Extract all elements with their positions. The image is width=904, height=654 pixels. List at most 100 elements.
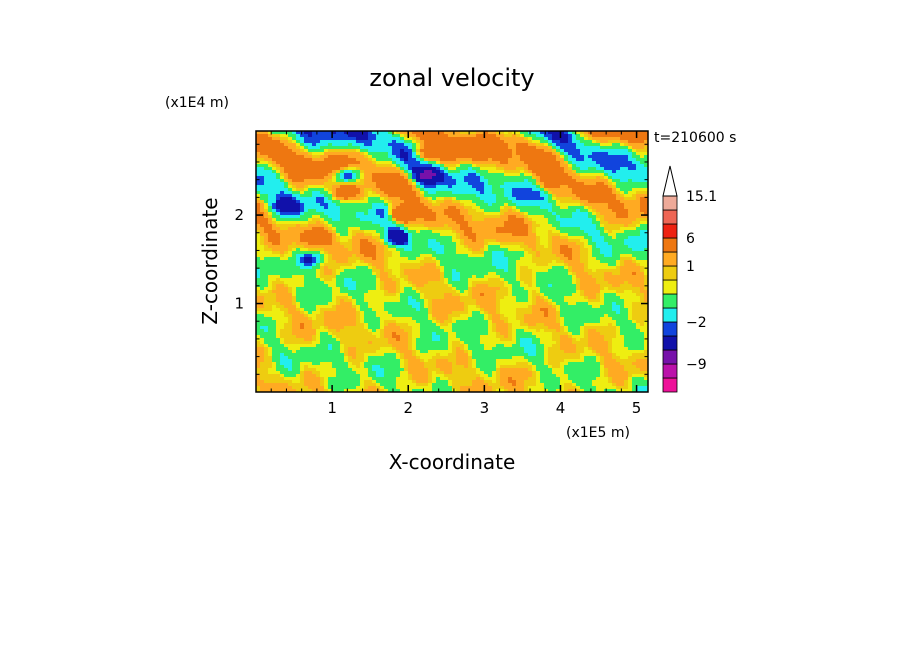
field-cell xyxy=(620,173,625,177)
field-cell xyxy=(400,236,405,240)
field-cell xyxy=(448,248,453,252)
field-cell xyxy=(296,275,301,279)
field-cell xyxy=(628,215,633,219)
field-cell xyxy=(416,242,421,246)
field-cell xyxy=(536,146,541,150)
field-cell xyxy=(612,263,617,267)
field-cell xyxy=(480,248,485,252)
field-cell xyxy=(360,185,365,189)
field-cell xyxy=(380,167,385,171)
field-cell xyxy=(528,155,533,159)
field-cell xyxy=(596,248,601,252)
field-cell xyxy=(608,251,613,255)
field-cell xyxy=(396,164,401,168)
field-cell xyxy=(368,251,373,255)
field-cell xyxy=(268,227,273,231)
field-cell xyxy=(576,161,581,165)
field-cell xyxy=(288,257,293,261)
field-cell xyxy=(264,278,269,282)
field-cell xyxy=(272,254,277,258)
field-cell xyxy=(536,257,541,261)
field-cell xyxy=(588,227,593,231)
field-cell xyxy=(548,164,553,168)
field-cell xyxy=(436,254,441,258)
field-cell xyxy=(348,263,353,267)
field-cell xyxy=(600,242,605,246)
field-cell xyxy=(536,218,541,222)
field-cell xyxy=(580,233,585,237)
field-cell xyxy=(480,206,485,210)
field-cell xyxy=(556,203,561,207)
field-cell xyxy=(480,269,485,273)
field-cell xyxy=(468,194,473,198)
field-cell xyxy=(628,146,633,150)
field-cell xyxy=(520,209,525,213)
field-cell xyxy=(344,131,349,135)
field-cell xyxy=(460,131,465,135)
field-cell xyxy=(472,131,477,135)
field-cell xyxy=(344,212,349,216)
field-cell xyxy=(408,263,413,267)
field-cell xyxy=(488,245,493,249)
field-cell xyxy=(424,137,429,141)
field-cell xyxy=(536,152,541,156)
field-cell xyxy=(536,158,541,162)
field-cell xyxy=(352,206,357,210)
field-cell xyxy=(568,170,573,174)
field-cell xyxy=(424,206,429,210)
field-cell xyxy=(576,173,581,177)
field-cell xyxy=(256,155,261,159)
field-cell xyxy=(328,146,333,150)
field-cell xyxy=(460,272,465,276)
field-cell xyxy=(484,227,489,231)
field-cell xyxy=(464,263,469,267)
field-cell xyxy=(536,269,541,273)
field-cell xyxy=(300,230,305,234)
field-cell xyxy=(636,233,641,237)
field-cell xyxy=(484,176,489,180)
field-cell xyxy=(568,245,573,249)
field-cell xyxy=(512,278,517,282)
field-cell xyxy=(428,161,433,165)
field-cell xyxy=(320,206,325,210)
field-cell xyxy=(448,164,453,168)
field-cell xyxy=(600,260,605,264)
field-cell xyxy=(564,242,569,246)
field-cell xyxy=(456,170,461,174)
field-cell xyxy=(452,197,457,201)
field-cell xyxy=(372,203,377,207)
field-cell xyxy=(584,134,589,138)
field-cell xyxy=(564,137,569,141)
field-cell xyxy=(276,245,281,249)
field-cell xyxy=(468,275,473,279)
field-cell xyxy=(336,215,341,219)
field-cell xyxy=(372,209,377,213)
field-cell xyxy=(568,197,573,201)
field-cell xyxy=(624,179,629,183)
field-cell xyxy=(336,242,341,246)
field-cell xyxy=(424,134,429,138)
field-cell xyxy=(628,149,633,153)
field-cell xyxy=(276,281,281,285)
field-cell xyxy=(544,251,549,255)
field-cell xyxy=(448,278,453,282)
field-cell xyxy=(316,251,321,255)
field-cell xyxy=(472,194,477,198)
field-cell xyxy=(616,164,621,168)
field-cell xyxy=(616,248,621,252)
field-cell xyxy=(480,140,485,144)
field-cell xyxy=(260,170,265,174)
field-cell xyxy=(308,167,313,171)
field-cell xyxy=(596,224,601,228)
field-cell xyxy=(456,269,461,273)
field-cell xyxy=(416,173,421,177)
field-cell xyxy=(456,158,461,162)
field-cell xyxy=(516,221,521,225)
field-cell xyxy=(604,176,609,180)
field-cell xyxy=(452,185,457,189)
field-cell xyxy=(272,164,277,168)
field-cell xyxy=(444,245,449,249)
field-cell xyxy=(300,170,305,174)
field-cell xyxy=(356,197,361,201)
field-cell xyxy=(380,146,385,150)
